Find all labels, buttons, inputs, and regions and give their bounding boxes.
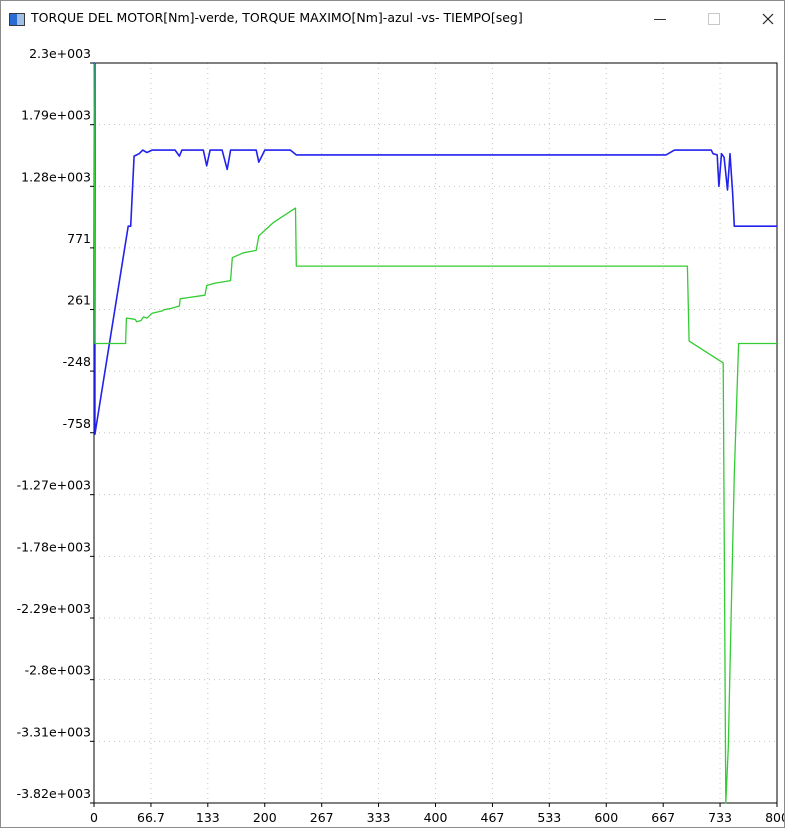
grid-lines — [94, 63, 777, 803]
series-lines — [93, 62, 777, 804]
y-tick-label: -248 — [63, 354, 91, 369]
x-tick-label: 800 — [765, 810, 784, 825]
y-tick-label: -758 — [63, 416, 91, 431]
series-line-torque-maximo — [94, 62, 777, 436]
maximize-button[interactable] — [691, 1, 737, 37]
y-axis-ticks: 2.3e+003 1.79e+003 1.28e+003 771 261 -248 -758… — [17, 46, 94, 804]
title-bar[interactable]: TORQUE DEL MOTOR[Nm]-verde, TORQUE MAXIM… — [1, 1, 784, 37]
x-tick-label: 200 — [253, 810, 277, 825]
x-tick-label: 600 — [594, 810, 618, 825]
y-tick-label: -3.82e+003 — [17, 786, 91, 801]
y-tick-label: -3.31e+003 — [17, 724, 91, 739]
y-tick-label: 1.28e+003 — [21, 169, 91, 184]
maximize-icon — [708, 13, 720, 25]
x-tick-label: 733 — [708, 810, 732, 825]
x-tick-label: 667 — [651, 810, 675, 825]
app-icon — [9, 13, 25, 26]
y-tick-label: -2.8e+003 — [25, 663, 91, 678]
close-icon — [762, 13, 774, 25]
y-tick-label: 1.79e+003 — [21, 108, 91, 123]
y-tick-label: 261 — [67, 293, 91, 308]
x-axis-ticks: 0 66.7 133 200 267 333 400 467 533 600 667 733 800 — [90, 803, 784, 825]
x-tick-label: 400 — [424, 810, 448, 825]
series-line-torque-motor — [93, 62, 777, 804]
x-tick-label: 133 — [196, 810, 220, 825]
x-tick-label: 267 — [310, 810, 334, 825]
y-tick-label: 2.3e+003 — [29, 46, 91, 61]
window-title: TORQUE DEL MOTOR[Nm]-verde, TORQUE MAXIM… — [31, 10, 523, 25]
x-tick-label: 66.7 — [137, 810, 165, 825]
y-tick-label: -1.27e+003 — [17, 478, 91, 493]
x-tick-label: 467 — [481, 810, 505, 825]
x-tick-label: 533 — [537, 810, 561, 825]
minimize-icon — [654, 18, 666, 20]
y-tick-label: 771 — [67, 231, 91, 246]
y-tick-label: -1.78e+003 — [17, 539, 91, 554]
y-tick-label: -2.29e+003 — [17, 601, 91, 616]
close-button[interactable] — [745, 1, 785, 37]
minimize-button[interactable] — [637, 1, 683, 37]
x-tick-label: 0 — [90, 810, 98, 825]
x-tick-label: 333 — [367, 810, 391, 825]
